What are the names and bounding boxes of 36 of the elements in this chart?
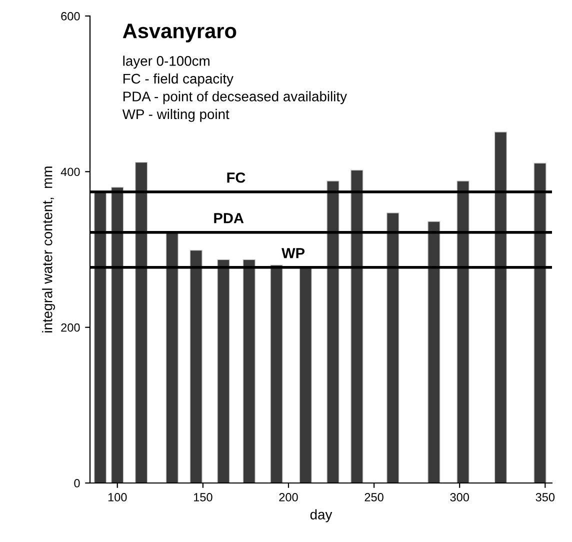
ref-line-label: FC (227, 172, 246, 183)
bar (534, 162, 546, 483)
ref-line-label: PDA (214, 213, 244, 224)
x-tick-label: 200 (279, 493, 298, 502)
ref-line-label: WP (282, 248, 305, 258)
bar (350, 170, 364, 483)
x-tick-label: 300 (450, 493, 469, 502)
y-tick-label: 600 (61, 12, 80, 20)
x-tick-label: 250 (364, 493, 384, 502)
bar (111, 186, 124, 483)
annotation: WP - wilting point (122, 108, 230, 122)
bar (94, 192, 107, 483)
bar (217, 259, 230, 483)
x-tick-label: 100 (108, 493, 127, 502)
bar (166, 232, 178, 483)
x-tick-label: 350 (536, 493, 555, 502)
bar (270, 264, 283, 483)
annotation: PDA - point of decseased availability (123, 91, 347, 104)
bar (190, 250, 202, 483)
chart-title: Asvanyraro (122, 24, 236, 42)
bar (326, 180, 340, 483)
y-tick-label: 400 (60, 168, 80, 176)
x-axis-title: day (310, 509, 332, 522)
bar (428, 221, 440, 483)
bar (242, 259, 256, 483)
y-tick-label: 0 (74, 479, 80, 488)
bar (456, 180, 470, 483)
bar (299, 267, 312, 483)
annotation: FC - field capacity (123, 73, 234, 86)
bar (386, 212, 400, 483)
y-axis-title: integral water content, mm (42, 166, 56, 332)
bar (134, 162, 148, 483)
annotation: layer 0-100cm (123, 56, 210, 69)
x-tick-label: 150 (194, 493, 212, 502)
bar (494, 132, 508, 483)
y-tick-label: 200 (61, 323, 80, 332)
